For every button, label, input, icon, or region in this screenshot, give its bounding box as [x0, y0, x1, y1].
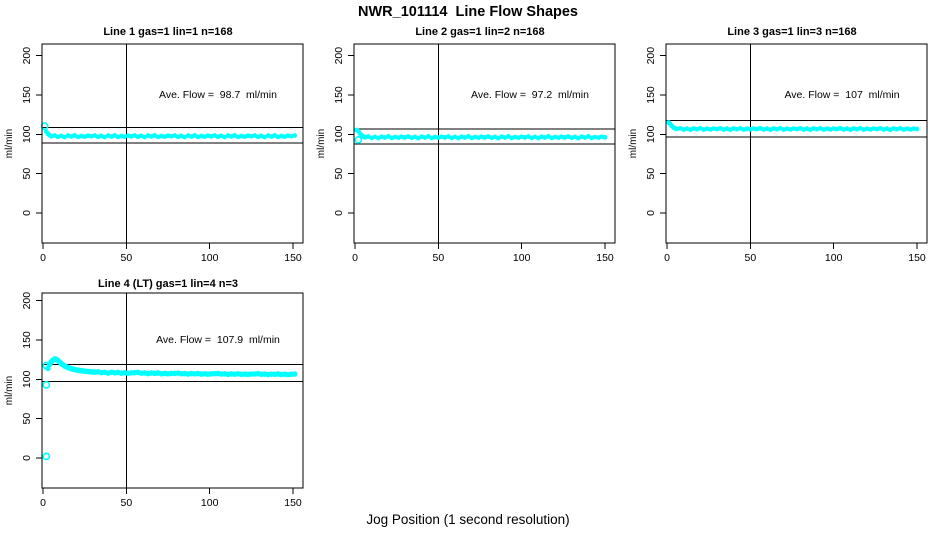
svg-text:0: 0	[21, 455, 33, 461]
data-points	[666, 120, 920, 133]
svg-text:0: 0	[352, 252, 358, 264]
x-axis: 0 50 100 150	[40, 488, 302, 509]
reference-lines	[42, 44, 303, 243]
panel-line-2-chart: Line 2 gas=1 lin=2 n=168 0 50 100 150 0 50 100 1…	[316, 26, 616, 264]
x-axis: 0 50 100 150	[664, 243, 926, 264]
svg-text:150: 150	[284, 252, 302, 264]
svg-text:50: 50	[21, 168, 33, 180]
plot-box	[41, 43, 304, 244]
panel-title: Line 4 (LT) gas=1 lin=4 n=3	[98, 278, 238, 290]
panel-title: Line 2 gas=1 lin=2 n=168	[415, 26, 544, 38]
data-points	[40, 122, 298, 140]
svg-text:100: 100	[21, 370, 33, 388]
svg-text:50: 50	[333, 168, 345, 180]
plot-box	[353, 43, 616, 244]
svg-text:150: 150	[596, 252, 614, 264]
x-axis-label: Jog Position (1 second resolution)	[366, 512, 570, 527]
panel-title: Line 3 gas=1 lin=3 n=168	[727, 26, 856, 38]
svg-text:0: 0	[645, 210, 657, 216]
x-axis: 0 50 100 150	[352, 243, 614, 264]
svg-text:100: 100	[201, 252, 219, 264]
svg-text:0: 0	[21, 210, 33, 216]
svg-text:150: 150	[645, 86, 657, 104]
panel-line-3-chart: Line 3 gas=1 lin=3 n=168 0 50 100 150 0 50 100 1…	[628, 26, 928, 264]
svg-text:50: 50	[120, 497, 132, 509]
y-axis-title: ml/min	[4, 376, 15, 405]
svg-text:100: 100	[333, 125, 345, 143]
plot-box	[665, 43, 928, 244]
svg-text:100: 100	[21, 125, 33, 143]
panel-line-4-chart: Line 4 (LT) gas=1 lin=4 n=3 0 50 100 150 0 50 1…	[4, 278, 304, 509]
panel-title: Line 1 gas=1 lin=1 n=168	[103, 26, 232, 38]
data-points	[354, 127, 608, 144]
svg-text:200: 200	[333, 47, 345, 65]
svg-text:0: 0	[40, 252, 46, 264]
y-axis-title: ml/min	[316, 129, 327, 158]
y-axis-title: ml/min	[628, 129, 639, 158]
reference-lines	[666, 44, 927, 243]
svg-text:200: 200	[21, 292, 33, 310]
svg-text:100: 100	[645, 125, 657, 143]
figure-title: NWR_101114 Line Flow Shapes	[358, 4, 578, 20]
y-axis: 0 50 100 150 200	[645, 47, 666, 216]
svg-text:0: 0	[333, 210, 345, 216]
x-axis: 0 50 100 150	[40, 243, 302, 264]
svg-text:200: 200	[645, 47, 657, 65]
plot-box	[41, 292, 304, 489]
ave-flow-annotation: Ave. Flow = 107.9 ml/min	[156, 334, 280, 346]
svg-text:50: 50	[645, 168, 657, 180]
svg-text:100: 100	[201, 497, 219, 509]
y-axis: 0 50 100 150 200	[21, 292, 42, 461]
reference-lines	[42, 293, 303, 488]
svg-text:100: 100	[513, 252, 531, 264]
reference-lines	[354, 44, 615, 243]
y-axis: 0 50 100 150 200	[21, 47, 42, 216]
ave-flow-annotation: Ave. Flow = 98.7 ml/min	[159, 89, 277, 101]
svg-text:50: 50	[21, 413, 33, 425]
svg-text:150: 150	[21, 86, 33, 104]
svg-text:150: 150	[333, 86, 345, 104]
ave-flow-annotation: Ave. Flow = 107 ml/min	[784, 89, 899, 101]
svg-text:200: 200	[21, 47, 33, 65]
svg-text:150: 150	[21, 331, 33, 349]
svg-text:150: 150	[284, 497, 302, 509]
svg-text:0: 0	[40, 497, 46, 509]
ave-flow-annotation: Ave. Flow = 97.2 ml/min	[471, 89, 589, 101]
svg-text:50: 50	[432, 252, 444, 264]
svg-text:100: 100	[825, 252, 843, 264]
y-axis-title: ml/min	[4, 129, 15, 158]
panel-line-1-chart: Line 1 gas=1 lin=1 n=168 0 50 100 150 0 50 100 1…	[4, 26, 304, 264]
svg-text:50: 50	[744, 252, 756, 264]
svg-text:50: 50	[120, 252, 132, 264]
svg-text:0: 0	[664, 252, 670, 264]
y-axis: 0 50 100 150 200	[333, 47, 354, 216]
svg-text:150: 150	[908, 252, 926, 264]
data-points	[42, 356, 298, 461]
